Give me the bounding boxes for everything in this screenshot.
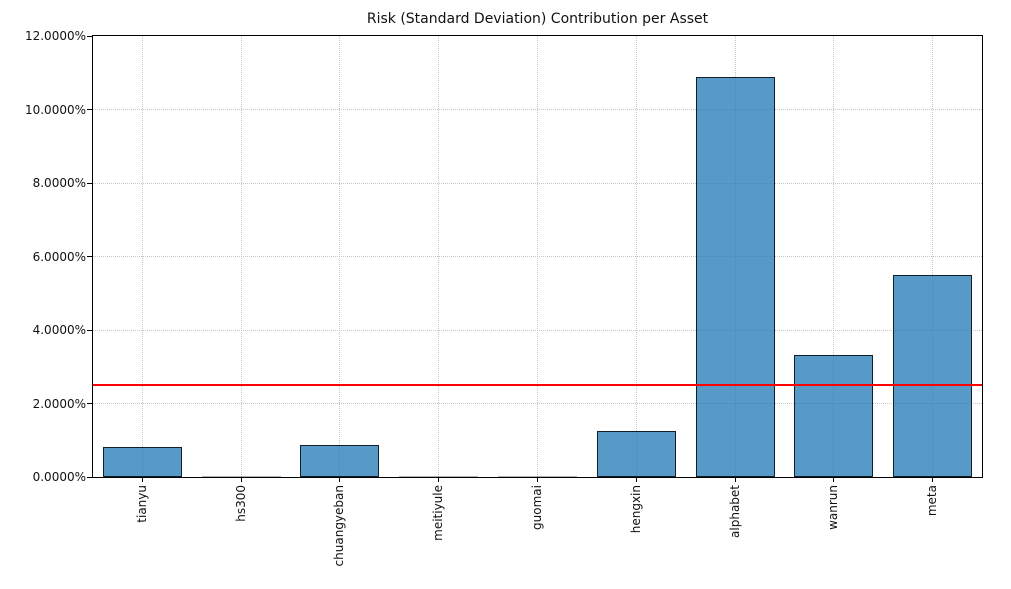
ytick-mark-10pct — [87, 109, 92, 110]
bar-tianyu — [102, 446, 182, 477]
bar-alphabet — [695, 77, 775, 477]
gridline-h-4pct — [93, 329, 982, 331]
ytick-mark-8pct — [87, 182, 92, 184]
xtick-mark-meta — [932, 478, 934, 482]
xtick-label-meitiyule: meitiyule — [431, 485, 446, 541]
ytick-mark-0pct — [87, 476, 92, 478]
xtick-mark-guomai — [537, 478, 538, 482]
xtick-mark-hengxin — [635, 478, 637, 482]
threshold-line — [93, 384, 982, 387]
xtick-label-tianyu: tianyu — [134, 485, 149, 523]
gridline-h-10pct — [93, 109, 982, 110]
xtick-label-hengxin: hengxin — [628, 485, 643, 534]
xtick-mark-tianyu — [141, 478, 143, 482]
xtick-label-guomai: guomai — [530, 485, 544, 530]
xtick-mark-meitiyule — [438, 478, 440, 482]
bar-meta — [893, 274, 973, 477]
gridline-h-8pct — [93, 182, 982, 184]
xtick-mark-chuangyeban — [339, 478, 341, 482]
xtick-label-wanrun: wanrun — [826, 485, 841, 530]
ytick-label-0pct: 0.0000% — [32, 470, 86, 484]
ytick-label-8pct: 8.0000% — [32, 176, 86, 190]
xtick-mark-alphabet — [734, 478, 736, 482]
ytick-label-10pct: 10.0000% — [24, 102, 86, 117]
xtick-mark-hs300 — [240, 478, 242, 482]
xtick-mark-wanrun — [833, 478, 835, 482]
ytick-mark-4pct — [87, 329, 92, 331]
bar-guomai — [497, 476, 577, 477]
gridline-h-6pct — [93, 256, 982, 257]
bar-hengxin — [596, 431, 676, 477]
bar-wanrun — [794, 355, 874, 477]
ytick-mark-12pct — [87, 35, 92, 37]
bar-hs300 — [201, 476, 281, 477]
xtick-label-hs300: hs300 — [233, 485, 248, 522]
plot-area — [92, 35, 983, 478]
bar-meitiyule — [399, 476, 479, 477]
ytick-label-12pct: 12.0000% — [24, 29, 86, 43]
gridline-h-2pct — [93, 403, 982, 404]
xtick-label-alphabet: alphabet — [727, 485, 742, 538]
ytick-label-2pct: 2.0000% — [32, 396, 86, 411]
chart-title: Risk (Standard Deviation) Contribution p… — [366, 11, 709, 27]
xtick-label-chuangyeban: chuangyeban — [332, 485, 347, 567]
ytick-mark-2pct — [87, 403, 92, 404]
ytick-mark-6pct — [87, 256, 92, 257]
bar-chuangyeban — [300, 445, 380, 477]
ytick-label-4pct: 4.0000% — [32, 323, 86, 337]
xtick-label-meta: meta — [925, 485, 940, 517]
ytick-label-6pct: 6.0000% — [32, 249, 86, 264]
